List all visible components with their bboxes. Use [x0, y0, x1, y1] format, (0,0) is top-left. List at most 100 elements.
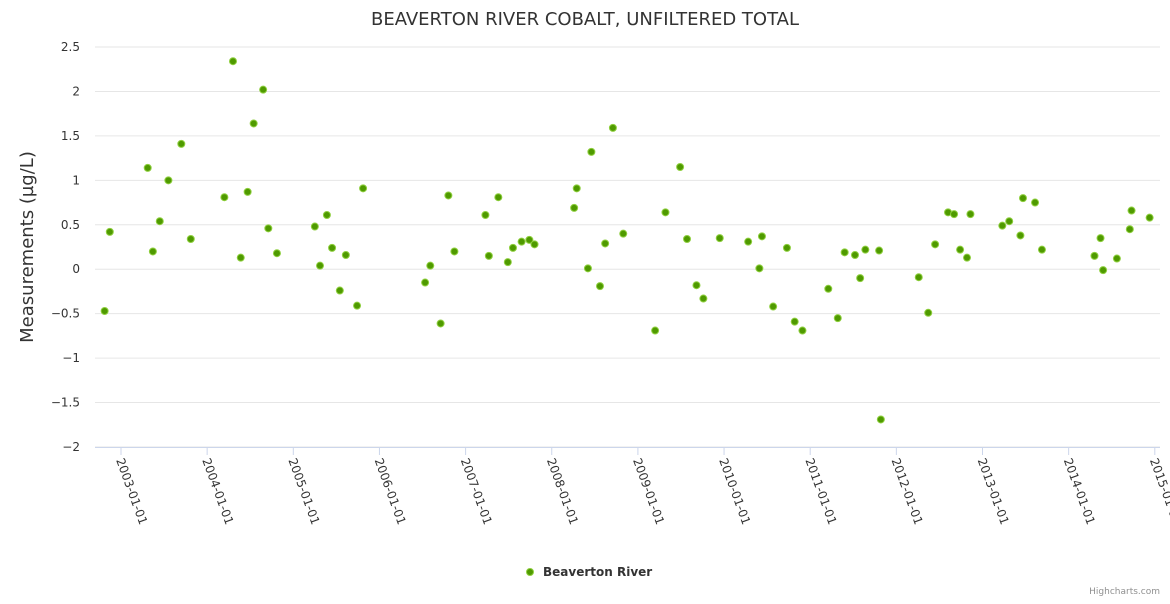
- data-point: [1090, 251, 1099, 260]
- data-point: [856, 274, 865, 283]
- data-point: [228, 57, 237, 66]
- credits-link[interactable]: Highcharts.com: [1089, 587, 1160, 597]
- data-point: [236, 253, 245, 262]
- data-points: [100, 57, 1154, 424]
- data-point: [450, 247, 459, 256]
- data-point: [322, 211, 331, 219]
- data-point: [601, 239, 610, 248]
- y-tick-label: 1.5: [61, 129, 80, 143]
- data-point: [676, 163, 685, 171]
- x-tick-label: 2003-01-01: [113, 456, 150, 526]
- data-point: [1145, 213, 1154, 222]
- data-point: [1037, 245, 1046, 254]
- y-tick-label: 2: [72, 84, 80, 98]
- grid-lines: [95, 46, 1160, 448]
- x-tick-label: 2012-01-01: [889, 456, 926, 526]
- data-point: [608, 123, 617, 132]
- y-axis-label: Measurements (µg/L): [17, 151, 38, 343]
- x-tick-label: 2005-01-01: [285, 456, 322, 526]
- x-axis-ticks: 2003-01-01 2004-01-01 2005-01-01 2006-01-01…: [95, 447, 1170, 527]
- data-point: [850, 251, 859, 259]
- data-point: [769, 302, 778, 311]
- legend-item[interactable]: Beaverton River: [526, 565, 653, 579]
- data-point: [220, 193, 229, 202]
- data-point: [798, 326, 807, 335]
- data-point: [335, 286, 344, 295]
- data-point: [105, 227, 114, 236]
- y-tick-label: 0: [72, 262, 80, 276]
- x-tick-label: 2015-01-01: [1147, 456, 1170, 526]
- data-point: [341, 251, 350, 259]
- x-tick-label: 2011-01-01: [802, 456, 839, 526]
- data-point: [683, 235, 692, 243]
- y-tick-label: 0.5: [61, 218, 80, 232]
- data-point: [494, 193, 503, 202]
- data-point: [950, 210, 959, 219]
- data-point: [264, 224, 273, 233]
- data-point: [164, 176, 173, 185]
- x-tick-label: 2008-01-01: [544, 456, 581, 526]
- data-point: [1018, 194, 1027, 203]
- data-point: [595, 282, 604, 291]
- data-point: [259, 85, 268, 94]
- data-point: [790, 317, 799, 326]
- data-point: [924, 308, 933, 317]
- data-point: [316, 261, 325, 270]
- data-point: [572, 184, 581, 193]
- y-tick-label: −1: [62, 351, 80, 365]
- data-point: [177, 139, 186, 148]
- data-point: [1099, 266, 1108, 275]
- data-point: [100, 307, 109, 315]
- chart-title: BEAVERTON RIVER COBALT, UNFILTERED TOTAL: [371, 9, 799, 30]
- legend-marker-icon: [526, 568, 534, 576]
- data-point: [426, 261, 435, 270]
- data-point: [1096, 234, 1105, 243]
- y-tick-label: −1.5: [51, 396, 80, 410]
- data-point: [517, 237, 526, 246]
- data-point: [1125, 225, 1134, 234]
- data-point: [782, 243, 791, 252]
- data-point: [525, 235, 534, 244]
- x-tick-label: 2009-01-01: [630, 456, 667, 526]
- data-point: [757, 232, 766, 241]
- data-point: [508, 243, 517, 252]
- data-point: [1016, 231, 1025, 240]
- data-point: [249, 119, 258, 128]
- data-point: [962, 253, 971, 262]
- data-point: [570, 203, 579, 212]
- data-point: [914, 273, 923, 282]
- data-point: [186, 235, 195, 243]
- data-point: [876, 415, 885, 424]
- data-point: [861, 245, 870, 254]
- data-point: [1112, 254, 1121, 263]
- data-point: [833, 314, 842, 323]
- data-point: [243, 187, 252, 196]
- data-point: [744, 237, 753, 246]
- data-point: [484, 251, 493, 260]
- x-tick-label: 2006-01-01: [372, 456, 409, 526]
- data-point: [755, 264, 764, 273]
- data-point: [359, 184, 368, 193]
- x-tick-label: 2014-01-01: [1061, 456, 1098, 526]
- data-point: [875, 246, 884, 255]
- x-tick-label: 2007-01-01: [458, 456, 495, 526]
- data-point: [328, 243, 337, 252]
- data-point: [998, 221, 1007, 230]
- data-point: [619, 229, 628, 238]
- data-point: [824, 284, 833, 293]
- y-tick-label: −0.5: [51, 307, 80, 321]
- data-point: [421, 278, 430, 287]
- data-point: [530, 240, 539, 249]
- data-point: [444, 191, 453, 200]
- data-point: [587, 147, 596, 156]
- data-point: [956, 245, 965, 254]
- data-point: [692, 281, 701, 290]
- data-point: [651, 326, 660, 335]
- x-tick-label: 2004-01-01: [199, 456, 236, 526]
- data-point: [840, 248, 849, 257]
- data-point: [503, 258, 512, 267]
- y-tick-label: 2.5: [61, 40, 80, 54]
- data-point: [931, 240, 940, 249]
- data-point: [353, 301, 362, 310]
